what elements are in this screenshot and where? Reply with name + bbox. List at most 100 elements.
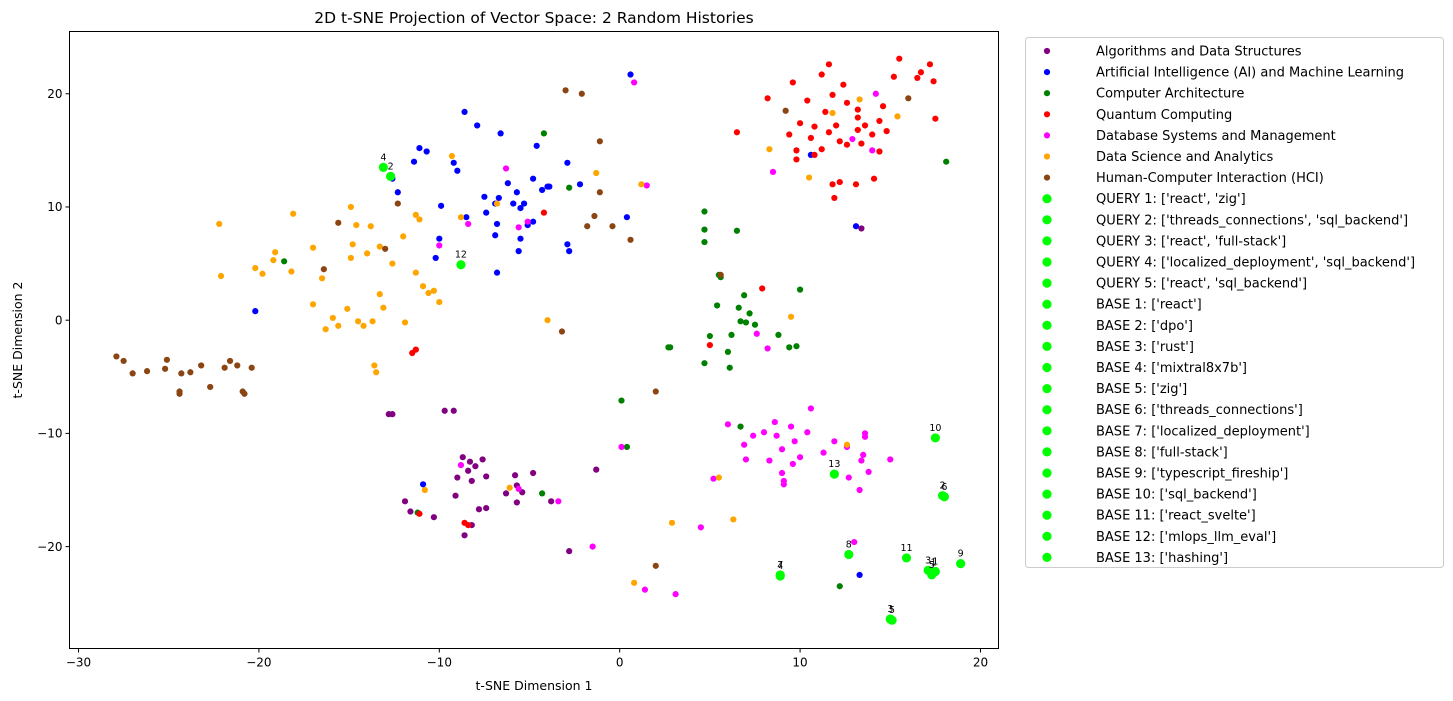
legend-label: Artificial Intelligence (AI) and Machine… [1096, 66, 1404, 81]
data-point [465, 220, 472, 228]
legend-label: BASE 3: ['rust'] [1096, 340, 1194, 355]
data-point [544, 317, 551, 324]
data-point [789, 79, 796, 86]
data-point [627, 236, 634, 243]
x-tick-label: 20 [973, 656, 988, 670]
legend-marker [1043, 174, 1051, 181]
legend-label: BASE 8: ['full-stack'] [1096, 445, 1228, 460]
data-point [706, 332, 713, 340]
data-point [805, 174, 813, 181]
x-axis-label: t-SNE Dimension 1 [476, 678, 593, 693]
data-point [596, 189, 603, 196]
data-point [831, 194, 838, 202]
data-point [742, 319, 750, 326]
legend-marker [1042, 194, 1052, 204]
data-point [618, 397, 625, 404]
data-point [454, 167, 461, 174]
data-point [787, 313, 795, 320]
data-point [423, 148, 430, 155]
legend-marker [1043, 69, 1051, 76]
legend-label: QUERY 5: ['react', 'sql_backend'] [1096, 277, 1307, 292]
legend-marker [1042, 215, 1052, 225]
data-point [483, 505, 490, 512]
data-point [129, 370, 136, 377]
legend-item: Computer Architecture [1043, 87, 1244, 102]
series-human-computer-interaction-hci [113, 87, 912, 569]
data-point [829, 109, 836, 117]
data-point [593, 169, 600, 177]
data-point [309, 244, 317, 251]
data-point [248, 364, 255, 371]
data-point [887, 456, 894, 463]
data-point [539, 186, 546, 194]
data-point [701, 360, 708, 367]
legend-label: BASE 10: ['sql_backend'] [1096, 488, 1257, 503]
legend-label: BASE 6: ['threads_connections'] [1096, 403, 1303, 418]
data-point [766, 146, 773, 153]
data-point [436, 242, 443, 249]
data-point [775, 331, 782, 339]
data-point [517, 235, 524, 242]
data-point [216, 220, 223, 228]
point-annotation: 4 [777, 561, 783, 572]
legend-marker [1042, 384, 1052, 394]
legend-label: BASE 9: ['typescript_fireship'] [1096, 467, 1288, 482]
data-point [643, 182, 650, 189]
data-point [544, 183, 551, 190]
data-point [524, 218, 531, 225]
data-point [742, 456, 750, 463]
data-point [495, 194, 502, 202]
legend-item: Algorithms and Data Structures [1043, 45, 1302, 60]
point-annotation: 9 [958, 549, 964, 560]
series-data-science-and-analytics [216, 96, 901, 586]
series-base-11-react-svelte [901, 553, 912, 563]
data-point [773, 432, 780, 439]
data-point [176, 390, 183, 397]
legend-item: Artificial Intelligence (AI) and Machine… [1043, 66, 1404, 81]
data-point [793, 147, 800, 154]
data-point [854, 106, 861, 113]
legend-marker [1043, 47, 1051, 55]
data-point [778, 446, 786, 453]
data-point [710, 475, 717, 482]
legend-item: BASE 7: ['localized_deployment'] [1042, 424, 1310, 439]
data-point [162, 365, 169, 372]
legend-marker [1043, 90, 1051, 97]
data-point [382, 245, 389, 252]
data-point [876, 148, 883, 155]
data-point [667, 344, 674, 351]
legend-item: BASE 9: ['typescript_fireship'] [1042, 467, 1288, 482]
legend-label: Data Science and Analytics [1096, 150, 1274, 165]
x-tick-label: 10 [792, 656, 807, 670]
highlight-point [456, 260, 466, 270]
data-point [468, 477, 475, 485]
data-point [861, 430, 869, 437]
legend-marker [1042, 552, 1052, 563]
series-base-10-sql-backend [930, 433, 940, 443]
data-point [917, 69, 925, 76]
data-point [401, 498, 409, 505]
data-point [364, 250, 371, 257]
legend-item: BASE 1: ['react'] [1042, 298, 1202, 313]
legend-item: Human-Computer Interaction (HCI) [1043, 171, 1324, 186]
data-point [764, 95, 771, 102]
highlight-point [378, 162, 388, 172]
legend-label: Human-Computer Interaction (HCI) [1096, 171, 1324, 186]
data-point [860, 451, 867, 459]
data-point [529, 218, 537, 225]
data-point [376, 291, 383, 298]
legend-label: QUERY 1: ['react', 'zig'] [1096, 192, 1246, 207]
legend-label: BASE 5: ['zig'] [1096, 382, 1187, 397]
data-point [483, 473, 490, 480]
data-point [593, 466, 600, 473]
highlight-point [956, 558, 966, 569]
data-point [854, 114, 861, 121]
data-point [786, 344, 793, 351]
highlight-point [887, 615, 897, 625]
data-point [733, 129, 741, 136]
data-point [430, 514, 437, 521]
data-point [416, 145, 423, 152]
legend-label: Database Systems and Management [1096, 129, 1336, 144]
data-point [715, 474, 722, 481]
data-point [836, 138, 843, 145]
